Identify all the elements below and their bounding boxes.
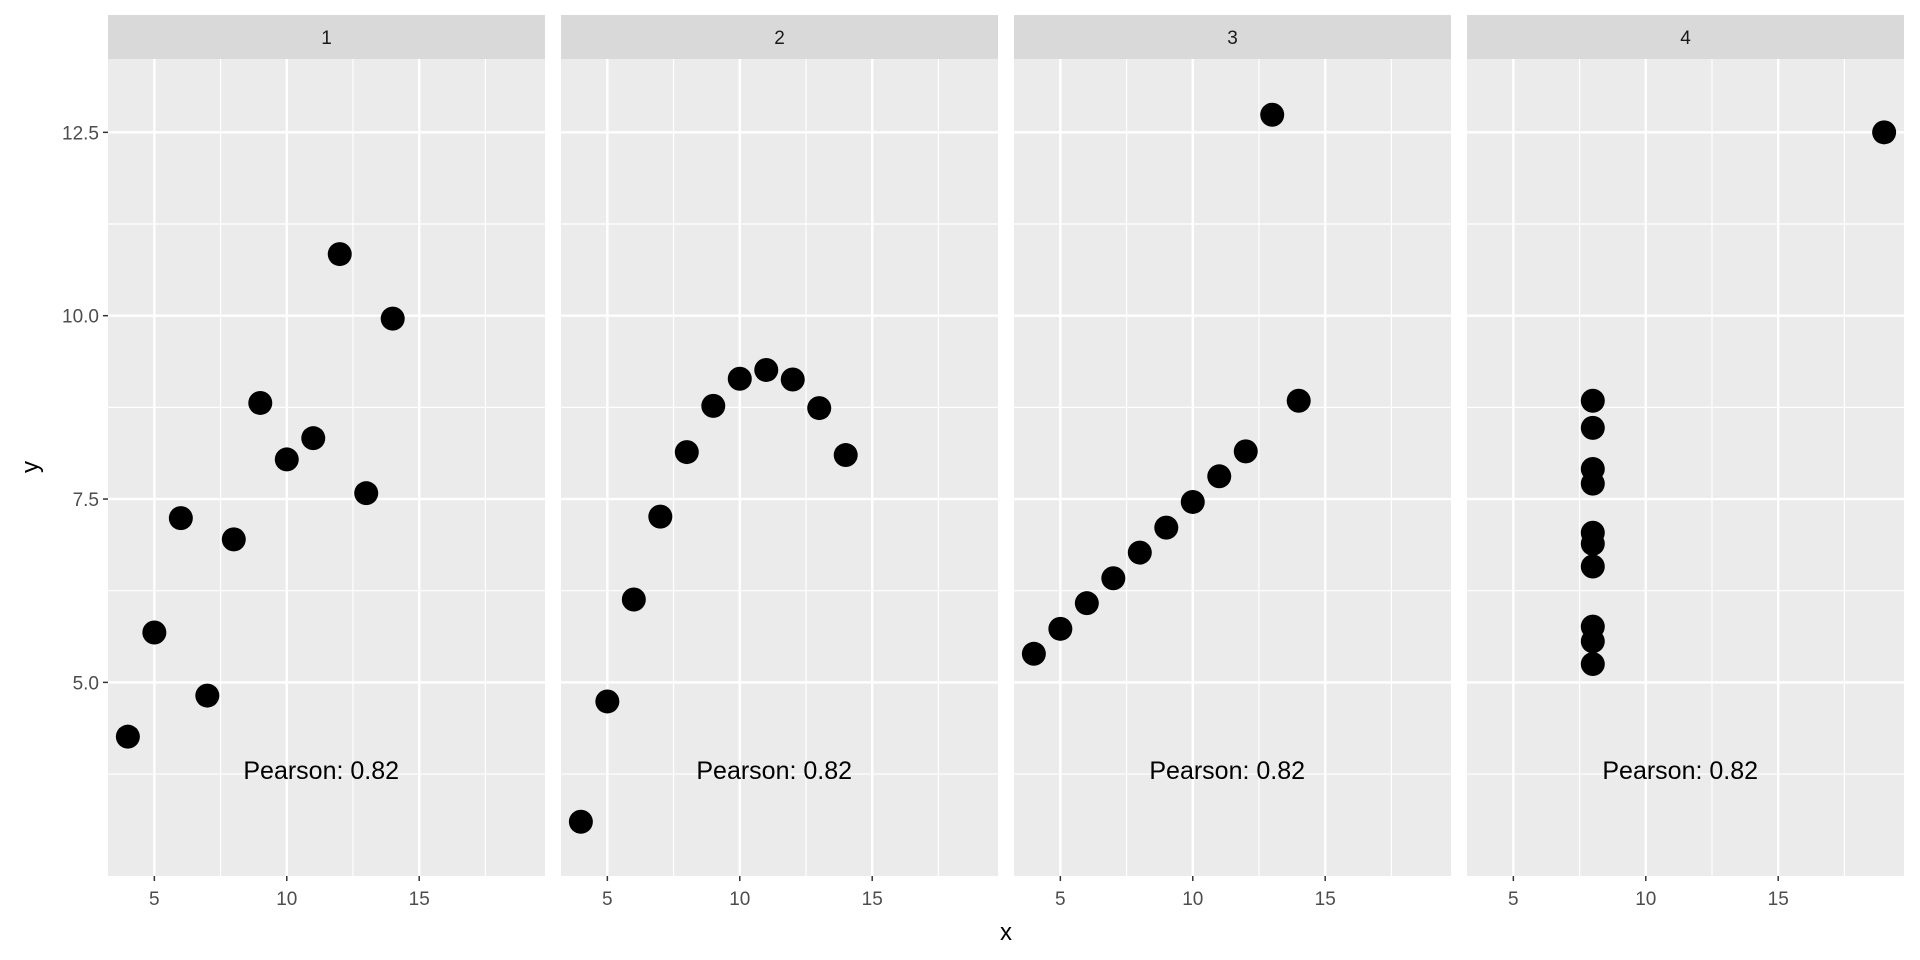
y-tick-label: 5.0 [73,673,99,694]
data-point [142,620,167,645]
facet-strip [1014,15,1451,59]
facet-strip [108,15,545,59]
data-point [1154,515,1179,540]
data-point [674,440,699,465]
data-point [274,447,299,472]
x-tick-label: 10 [276,889,297,910]
data-point [701,393,726,418]
pearson-annotation: Pearson: 0.82 [243,757,399,785]
y-axis: 5.0 7.5 10.0 12.5 [62,123,108,694]
data-point [1580,554,1605,579]
data-point [1580,415,1605,440]
x-tick-label: 10 [1635,889,1656,910]
x-tick-label: 15 [409,889,430,910]
x-tick-label: 5 [1508,889,1519,910]
data-point [1074,591,1099,616]
y-tick-label: 10.0 [62,307,99,328]
facet-strip-label: 4 [1680,28,1691,49]
facet-strip-label: 2 [774,28,785,49]
data-point [1048,616,1073,641]
panel-background [1014,59,1451,876]
data-point [833,443,858,468]
data-point [380,306,405,331]
data-point [1580,388,1605,413]
data-point [1580,456,1605,481]
data-point [595,689,620,714]
pearson-annotation: Pearson: 0.82 [696,757,852,785]
data-point [248,390,273,415]
facet-panel-4: 4 Pearson: 0.82 5 10 15 [1467,15,1904,910]
x-tick-label: 5 [149,889,160,910]
x-tick-label: 15 [862,889,883,910]
data-point [221,527,246,552]
data-point [168,506,193,531]
facet-strip [561,15,998,59]
facet-panel-2: 2 Pearson: 0.82 5 10 15 [561,15,998,910]
data-point [780,367,805,392]
data-point [648,504,673,529]
x-tick-label: 10 [1182,889,1203,910]
data-point [1101,566,1126,591]
panel-background [108,59,545,876]
data-point [621,587,646,612]
data-point [807,396,832,421]
pearson-annotation: Pearson: 0.82 [1149,757,1305,785]
x-tick-label: 5 [602,889,613,910]
x-axis-title: x [1000,919,1012,946]
y-axis-title: y [17,461,44,473]
x-tick-label: 10 [729,889,750,910]
data-point [1872,120,1897,145]
panel-background [1467,59,1904,876]
facet-panel-1: 1 Pearson: 0.82 5 10 15 [108,15,545,910]
data-point [115,724,140,749]
x-tick-label: 15 [1768,889,1789,910]
data-point [1127,540,1152,565]
data-point [1021,641,1046,666]
data-point [195,683,220,708]
x-tick-label: 15 [1315,889,1336,910]
y-tick-label: 7.5 [73,490,99,511]
panel-background [561,59,998,876]
pearson-annotation: Pearson: 0.82 [1602,757,1758,785]
data-point [1286,388,1311,413]
data-point [1260,102,1285,127]
data-point [1233,439,1258,464]
data-point [1580,652,1605,677]
facet-strip [1467,15,1904,59]
data-point [568,809,593,834]
x-tick-label: 5 [1055,889,1066,910]
data-point [327,242,352,267]
y-tick-label: 12.5 [62,123,99,144]
data-point [1580,629,1605,654]
data-point [1207,464,1232,489]
facet-strip-label: 3 [1227,28,1238,49]
data-point [1580,531,1605,556]
facet-strip-label: 1 [321,28,332,49]
data-point [354,481,379,506]
data-point [301,426,326,451]
facet-panel-3: 3 Pearson: 0.82 5 10 15 [1014,15,1451,910]
data-point [1180,489,1205,514]
data-point [727,366,752,391]
facet-panels: 1 Pearson: 0.82 5 10 15 2 Pearson: 0.82 5 10 15 3 P… [108,15,1904,910]
data-point [754,357,779,382]
